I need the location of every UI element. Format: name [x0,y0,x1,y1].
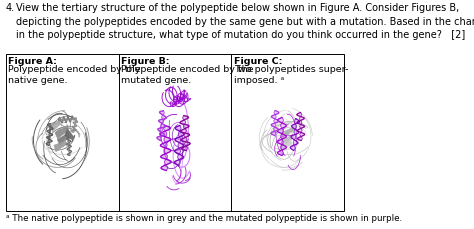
Polygon shape [160,125,171,171]
Polygon shape [54,139,67,152]
Polygon shape [59,116,73,123]
Polygon shape [281,125,295,138]
Polygon shape [180,116,190,150]
Polygon shape [174,125,184,166]
Text: ᵃ The native polypeptide is shown in grey and the mutated polypeptide is shown i: ᵃ The native polypeptide is shown in gre… [6,214,402,223]
Polygon shape [290,119,300,150]
Polygon shape [46,124,53,145]
Text: Figure C:: Figure C: [234,57,282,66]
Text: Figure B:: Figure B: [121,57,169,66]
Polygon shape [50,119,62,132]
Polygon shape [66,138,72,155]
Text: Polypeptide encoded by the
mutated gene.: Polypeptide encoded by the mutated gene. [121,65,254,85]
Polygon shape [72,118,78,133]
Polygon shape [157,111,166,141]
Bar [6,54,344,211]
Text: 4.: 4. [6,3,15,13]
Text: Polypeptide encoded by the
native gene.: Polypeptide encoded by the native gene. [8,65,141,85]
Polygon shape [57,132,69,145]
Polygon shape [64,129,75,142]
Polygon shape [280,139,292,151]
Polygon shape [271,111,279,136]
Text: Figure A:: Figure A: [8,57,57,66]
Polygon shape [278,117,286,155]
Text: View the tertiary structure of the polypeptide below shown in Figure A. Consider: View the tertiary structure of the polyp… [16,3,474,40]
Polygon shape [55,125,70,139]
Text: Two polypeptides super-
imposed. ᵃ: Two polypeptides super- imposed. ᵃ [234,65,348,85]
Polygon shape [297,112,305,141]
Polygon shape [283,132,294,145]
